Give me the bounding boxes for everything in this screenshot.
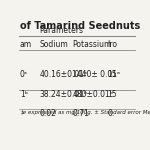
- Text: 38.24±0.01ᵇ: 38.24±0.01ᵇ: [40, 90, 88, 99]
- Text: 480±0.01ᵇ: 480±0.01ᵇ: [72, 90, 113, 99]
- Text: Parameters: Parameters: [40, 26, 84, 35]
- Text: Sodium: Sodium: [40, 40, 68, 49]
- Text: 1ᵇ: 1ᵇ: [20, 90, 28, 99]
- Text: 15: 15: [107, 70, 117, 79]
- Text: ‡e expressed as mg/100g. ± Standard error Means with sam: ‡e expressed as mg/100g. ± Standard erro…: [20, 110, 150, 115]
- Text: am: am: [20, 40, 32, 49]
- Text: of Tamarind Seednuts: of Tamarind Seednuts: [20, 21, 140, 32]
- Text: 1440± 0.01ᵃ: 1440± 0.01ᵃ: [72, 70, 120, 79]
- Text: 40.16±0.01ᵃ: 40.16±0.01ᵃ: [40, 70, 88, 79]
- Text: 0.02: 0.02: [40, 109, 57, 118]
- Text: Iro: Iro: [107, 40, 117, 49]
- Text: 0ᵃ: 0ᵃ: [20, 70, 28, 79]
- Text: 0.71: 0.71: [72, 109, 89, 118]
- Text: Potassium: Potassium: [72, 40, 112, 49]
- Text: 0.: 0.: [107, 109, 114, 118]
- Text: 15: 15: [107, 90, 117, 99]
